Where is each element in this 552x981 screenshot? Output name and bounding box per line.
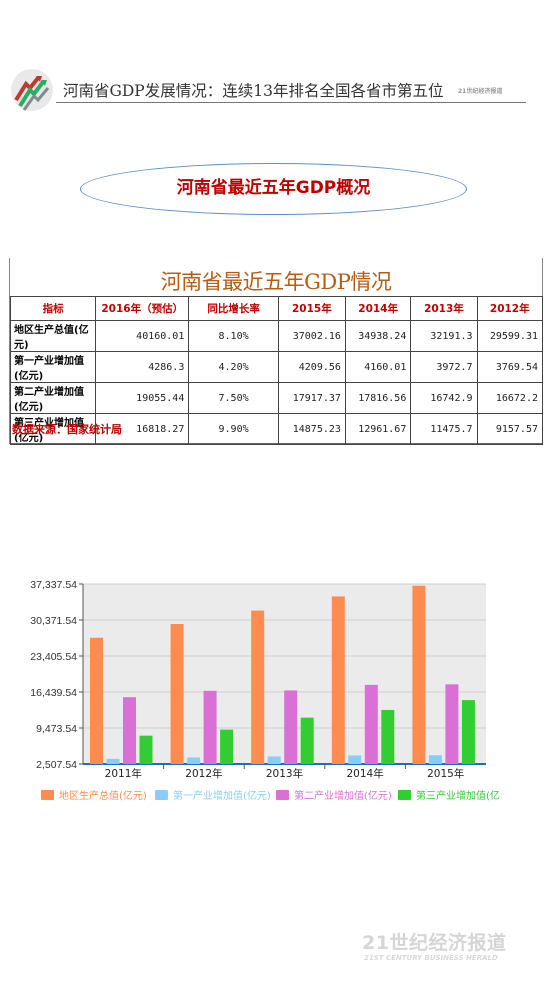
table-cell: 8.10% — [188, 320, 279, 352]
table-cell: 11475.7 — [410, 413, 478, 445]
table-cell: 7.50% — [188, 382, 279, 414]
table-row: 第一产业增加值(亿元) 4286.3 4.20% 4209.56 4160.01… — [9, 351, 544, 383]
bar — [203, 690, 217, 764]
legend-label: 第二产业增加值(亿元) — [294, 789, 392, 802]
bar — [364, 684, 378, 764]
bar — [187, 757, 201, 764]
table-cell: 32191.3 — [410, 320, 478, 352]
bar — [284, 690, 298, 764]
bar — [331, 596, 345, 764]
table-cell: 3769.54 — [476, 351, 544, 383]
legend-swatch — [398, 790, 411, 800]
table-cell: 12961.67 — [344, 413, 412, 445]
gdp-table-panel: 河南省最近五年GDP情况 指标 2016年（预估） 同比增长率 2015年 20… — [9, 258, 544, 445]
table-cell: 37002.16 — [277, 320, 346, 352]
table-cell: 17816.56 — [344, 382, 412, 414]
gdp-table: 指标 2016年（预估） 同比增长率 2015年 2014年 2013年 201… — [9, 296, 544, 445]
bar — [106, 758, 120, 764]
bar — [123, 697, 136, 764]
table-cell: 14875.23 — [277, 413, 346, 445]
table-row: 第二产业增加值(亿元) 19055.44 7.50% 17917.37 1781… — [9, 382, 544, 414]
col-header: 2012年 — [476, 296, 544, 321]
legend-label: 第三产业增加值(亿元) — [416, 789, 500, 802]
col-header: 2016年（预估） — [95, 296, 190, 321]
y-tick-label: 30,371.54 — [30, 615, 77, 627]
legend-label: 第一产业增加值(亿元) — [173, 789, 271, 802]
row-label: 第二产业增加值(亿元) — [9, 382, 97, 414]
table-cell: 16742.9 — [410, 382, 478, 414]
bar — [300, 717, 314, 764]
legend-label: 地区生产总值(亿元) — [59, 789, 147, 802]
page-header: 河南省GDP发展情况：连续13年排名全国各省市第五位 21世纪经济报道 — [6, 66, 526, 114]
x-tick-label: 2014年 — [346, 767, 383, 780]
table-cell: 4.20% — [188, 351, 279, 383]
bar — [220, 729, 234, 764]
x-tick-label: 2013年 — [266, 767, 303, 780]
table-cell: 40160.01 — [95, 320, 190, 352]
row-label: 地区生产总值(亿元) — [9, 320, 97, 352]
table-row: 地区生产总值(亿元) 40160.01 8.10% 37002.16 34938… — [9, 320, 544, 352]
table-cell: 4286.3 — [95, 351, 190, 383]
table-cell: 16672.2 — [476, 382, 544, 414]
row-label: 第一产业增加值(亿元) — [9, 351, 97, 383]
bar — [412, 585, 426, 764]
table-cell: 9157.57 — [476, 413, 544, 445]
banner-oval — [80, 163, 467, 215]
table-cell: 9.90% — [188, 413, 279, 445]
col-header: 同比增长率 — [188, 296, 279, 321]
table-header-row: 指标 2016年（预估） 同比增长率 2015年 2014年 2013年 201… — [9, 296, 544, 321]
header-tag: 21世纪经济报道 — [458, 88, 503, 95]
watermark-logo: 21世纪经济报道 — [362, 932, 507, 954]
bar — [251, 610, 265, 764]
table-title: 河南省最近五年GDP情况 — [160, 270, 392, 294]
col-header: 2015年 — [277, 296, 346, 321]
table-cell: 16818.27 — [95, 413, 190, 445]
legend-swatch — [155, 790, 168, 800]
watermark-subtitle: 21ST CENTURY BUSINESS HERALD — [364, 954, 498, 962]
growth-arrows-logo-icon — [11, 69, 53, 111]
bar — [445, 684, 459, 764]
y-tick-label: 9,473.54 — [36, 723, 77, 735]
table-cell: 19055.44 — [95, 382, 190, 414]
bar — [428, 755, 442, 764]
bar — [267, 756, 281, 764]
table-cell: 4160.01 — [344, 351, 412, 383]
chart-svg: 2,507.54 9,473.54 16,439.54 23,405.54 30,371… — [30, 579, 500, 802]
gdp-bar-chart: 2,507.54 9,473.54 16,439.54 23,405.54 30,371… — [0, 568, 500, 830]
table-cell: 3972.7 — [410, 351, 478, 383]
x-tick-label: 2015年 — [427, 767, 464, 780]
bar — [170, 623, 184, 764]
x-tick-label: 2011年 — [105, 767, 142, 780]
page-title: 河南省GDP发展情况：连续13年排名全国各省市第五位 — [63, 82, 444, 100]
table-cell: 29599.31 — [476, 320, 544, 352]
col-header: 2014年 — [344, 296, 412, 321]
y-tick-label: 2,507.54 — [36, 759, 77, 771]
data-source-note: 数据来源：国家统计局 — [12, 423, 122, 436]
x-tick-label: 2012年 — [185, 767, 222, 780]
table-cell: 34938.24 — [344, 320, 412, 352]
legend-swatch — [276, 790, 289, 800]
banner-title: 河南省最近五年GDP概况 — [176, 178, 371, 198]
col-header: 2013年 — [410, 296, 478, 321]
table-row: 第三产业增加值(亿元) 16818.27 9.90% 14875.23 1296… — [9, 413, 544, 445]
bar — [461, 700, 475, 764]
bar — [90, 637, 103, 764]
bar — [348, 755, 362, 764]
table-cell: 17917.37 — [277, 382, 346, 414]
col-header: 指标 — [9, 296, 97, 321]
y-tick-label: 37,337.54 — [30, 579, 77, 591]
bar — [139, 735, 153, 764]
table-cell: 4209.56 — [277, 351, 346, 383]
header-divider — [56, 102, 526, 103]
legend-swatch — [41, 790, 54, 800]
y-tick-label: 23,405.54 — [30, 651, 77, 663]
y-tick-label: 16,439.54 — [30, 687, 77, 699]
bar — [381, 709, 395, 764]
